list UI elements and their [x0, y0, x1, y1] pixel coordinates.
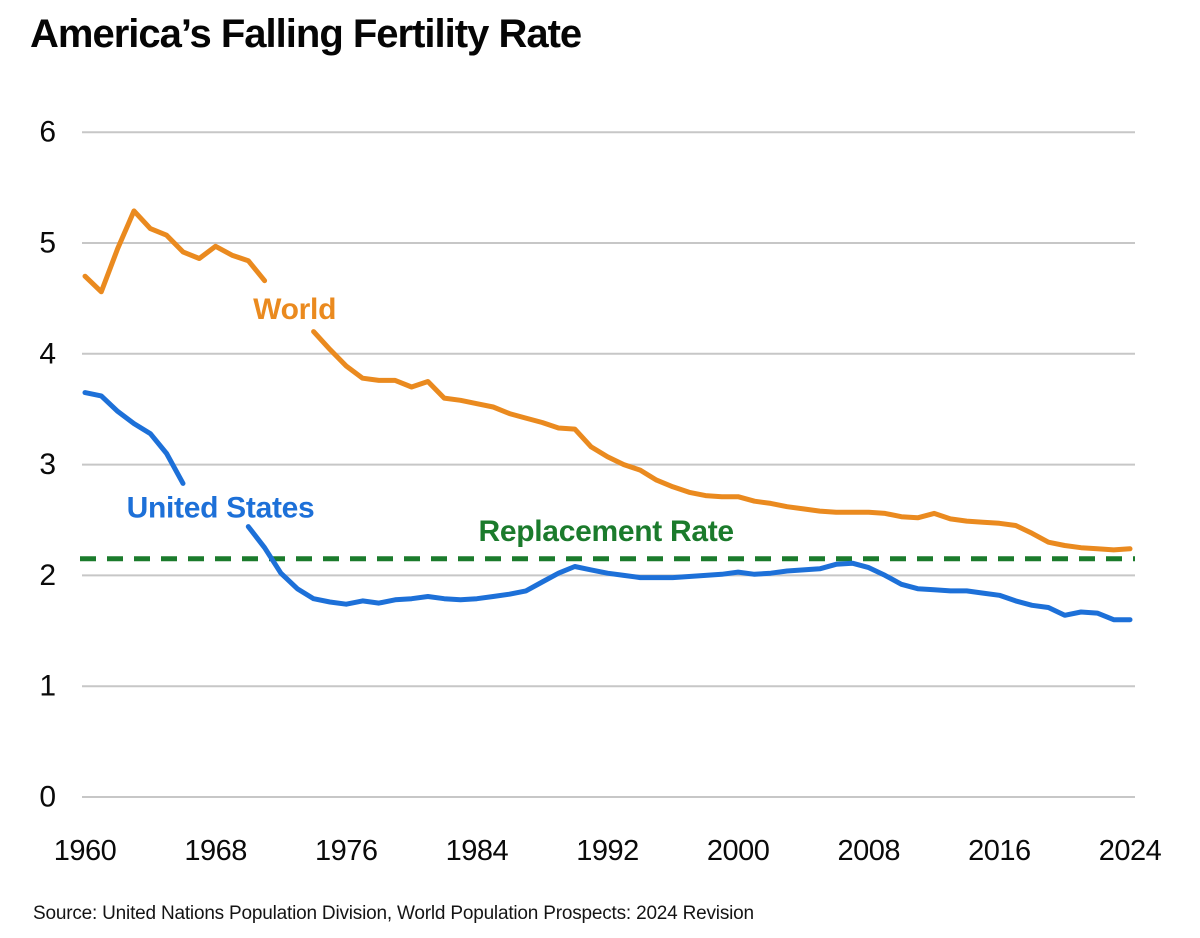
y-tick-label-2: 2 [39, 559, 56, 592]
y-tick-label-1: 1 [39, 670, 56, 703]
x-tick-label-1976: 1976 [315, 835, 378, 867]
x-tick-label-2008: 2008 [837, 835, 900, 867]
x-tick-label-1984: 1984 [446, 835, 509, 867]
y-tick-label-6: 6 [39, 116, 56, 149]
x-tick-label-1968: 1968 [184, 835, 247, 867]
x-tick-label-2000: 2000 [707, 835, 770, 867]
world-line-segment-1 [82, 208, 268, 295]
x-tick-label-2024: 2024 [1099, 835, 1162, 867]
world-line-segment-2 [311, 329, 1133, 553]
y-tick-label-4: 4 [39, 337, 56, 370]
y-tick-label-0: 0 [39, 781, 56, 814]
united-states-line-segment-2 [245, 524, 1133, 623]
x-tick-label-2016: 2016 [968, 835, 1031, 867]
x-tick-label-1992: 1992 [576, 835, 639, 867]
united-states-label: United States [127, 492, 315, 525]
world-label: World [253, 293, 336, 326]
replacement-rate-label: Replacement Rate [479, 515, 734, 548]
y-tick-label-3: 3 [39, 448, 56, 481]
united-states-line-segment-1 [82, 390, 186, 486]
chart-title: America’s Falling Fertility Rate [30, 12, 582, 56]
y-tick-label-5: 5 [39, 227, 56, 260]
x-tick-label-1960: 1960 [54, 835, 117, 867]
source-note: Source: United Nations Population Divisi… [33, 903, 754, 924]
